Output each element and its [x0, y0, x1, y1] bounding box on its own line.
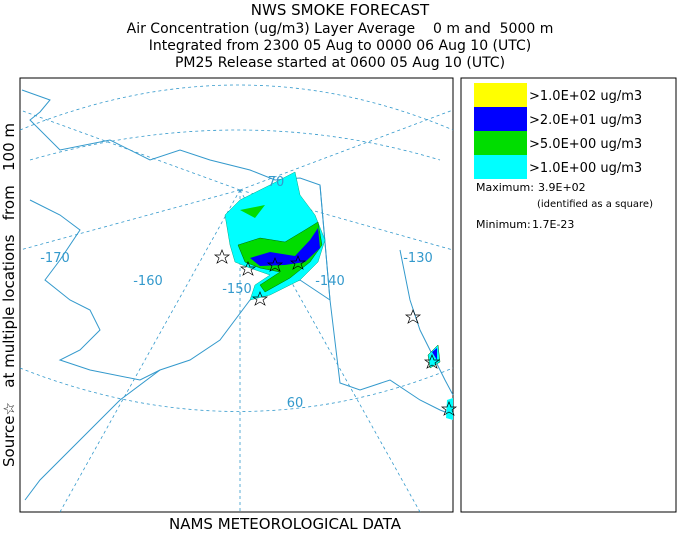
- legend-label: >1.0E+02 ug/m3: [529, 89, 642, 104]
- coastline: [21, 89, 454, 416]
- subtitle: Integrated from 2300 05 Aug to 0000 06 A…: [149, 38, 532, 54]
- max-note: (identified as a square): [537, 199, 653, 210]
- map: -170 -160 -150 -140 -130 70 60: [19, 77, 458, 513]
- graticule: [239, 109, 454, 191]
- graticule: [29, 129, 441, 161]
- map-frame: [19, 77, 454, 513]
- max-label: Maximum:: [476, 181, 534, 194]
- min-label: Minimum:: [476, 218, 531, 231]
- min-value: 1.7E-23: [532, 218, 574, 231]
- graticule-label: 70: [268, 175, 285, 190]
- graticule-label: -150: [222, 282, 252, 297]
- subtitle: PM25 Release started at 0600 05 Aug 10 (…: [175, 55, 505, 71]
- legend-swatch: [474, 155, 527, 179]
- graticule-label: -170: [40, 251, 70, 266]
- graticule-label: -140: [315, 274, 345, 289]
- legend-label: >2.0E+01 ug/m3: [529, 113, 642, 128]
- coastline: [399, 249, 454, 396]
- graticule-label: 60: [287, 396, 304, 411]
- legend-swatch: [474, 131, 527, 155]
- graticule: [19, 84, 454, 131]
- subtitle: Air Concentration (ug/m3) Layer Average …: [127, 21, 554, 37]
- legend-label: >1.0E+00 ug/m3: [529, 161, 642, 176]
- graticule-label: -160: [133, 274, 163, 289]
- smoke-plume: [224, 171, 453, 420]
- graticule: [19, 367, 454, 412]
- graticule: [59, 189, 241, 513]
- graticule-label: -130: [403, 251, 433, 266]
- coastline: [24, 369, 161, 501]
- footer: NAMS METEOROLOGICAL DATA: [169, 515, 402, 532]
- title: NWS SMOKE FORECAST: [251, 1, 430, 19]
- max-value: 3.9E+02: [538, 181, 586, 194]
- graticule: [19, 189, 241, 251]
- legend-swatch: [474, 107, 527, 131]
- legend-swatch: [474, 83, 527, 107]
- legend-label: >5.0E+00 ug/m3: [529, 137, 642, 152]
- border: [319, 184, 331, 301]
- side-label: Source☆ at multiple locations from 100 m: [0, 123, 18, 467]
- legend: Maximum: 3.9E+02 (identified as a square…: [460, 77, 677, 513]
- source-markers: [213, 249, 458, 416]
